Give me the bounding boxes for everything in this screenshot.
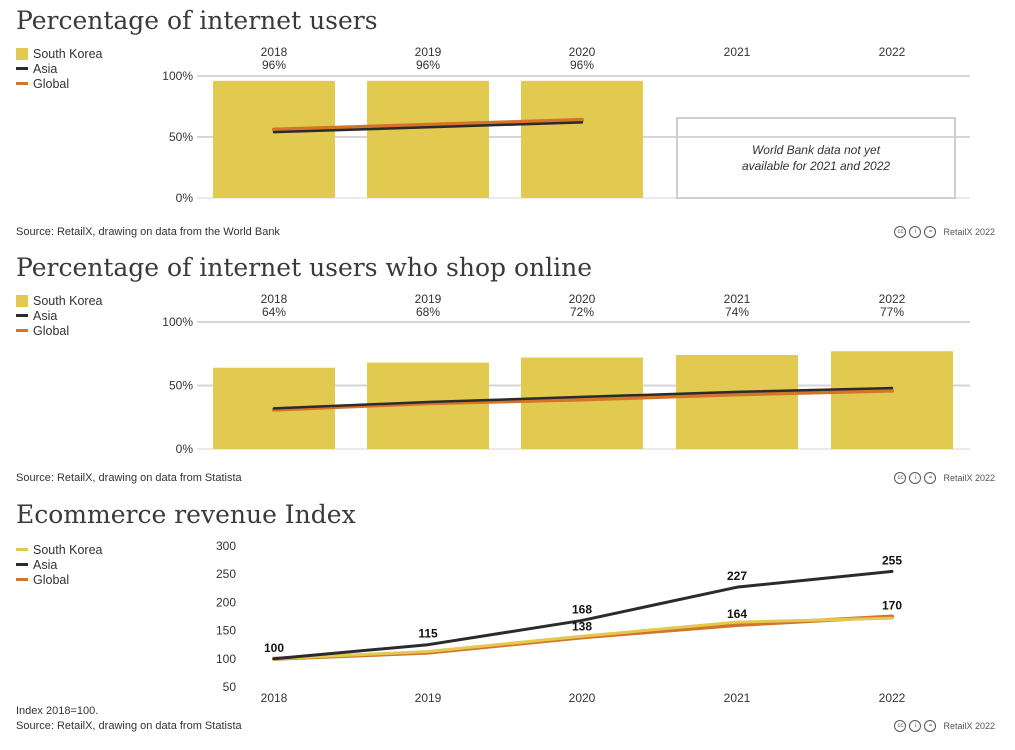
bar-south-korea [521,358,643,449]
cc-icon: cc [894,472,906,484]
data-label: 100 [264,641,284,655]
y-tick-label: 100 [216,652,236,666]
x-category-label: 2022 [879,691,906,705]
y-tick-label: 200 [216,595,236,609]
bar-south-korea [213,81,335,198]
chart1-title: Percentage of internet users [16,6,378,35]
x-category-label: 2021 [724,292,751,306]
x-category-label: 2022 [879,292,906,306]
noderivs-icon: = [924,226,936,238]
chart3-footnote: Index 2018=100. [16,705,98,717]
attribution-icon: i [909,226,921,238]
data-label: 255 [882,553,902,567]
chart2-source: Source: RetailX, drawing on data from St… [16,472,242,484]
data-label: 138 [572,619,592,633]
data-label: 227 [727,569,747,583]
y-tick-label: 0% [176,442,194,456]
y-tick-label: 50 [223,680,237,694]
y-tick-label: 300 [216,539,236,553]
data-label: 164 [727,607,747,621]
y-tick-label: 100% [162,315,193,329]
bar-south-korea [831,351,953,449]
chart3-title: Ecommerce revenue Index [16,500,356,529]
data-label: 96% [570,58,594,72]
x-category-label: 2020 [569,691,596,705]
x-category-label: 2018 [261,45,288,59]
y-tick-label: 100% [162,69,193,83]
credit-text: RetailX 2022 [943,227,995,237]
chart3-source: Source: RetailX, drawing on data from St… [16,720,242,732]
x-category-label: 2022 [879,45,906,59]
y-tick-label: 250 [216,567,236,581]
chart3-plot: 50 100 150 200 250 300 2018 2019 2020 2021 2022 100… [0,535,1015,710]
x-category-label: 2019 [415,45,442,59]
data-label: 96% [262,58,286,72]
noderivs-icon: = [924,720,936,732]
credit-text: RetailX 2022 [943,721,995,731]
x-category-label: 2020 [569,292,596,306]
data-label: 77% [880,305,904,319]
x-category-label: 2018 [261,691,288,705]
noderivs-icon: = [924,472,936,484]
chart1-credit: cc i = RetailX 2022 [894,226,995,238]
x-category-label: 2018 [261,292,288,306]
bar-south-korea [521,81,643,198]
x-category-label: 2021 [724,691,751,705]
data-label: 96% [416,58,440,72]
data-label: 64% [262,305,286,319]
chart1-plot: 0%50%100%201896%201996%202096%2021 2022Wo… [0,40,1015,210]
data-label: 168 [572,602,592,616]
note-box [677,118,955,198]
data-label: 74% [725,305,749,319]
data-label: 115 [418,627,438,641]
cc-icon: cc [894,226,906,238]
bar-south-korea [676,355,798,449]
y-tick-label: 50% [169,379,193,393]
attribution-icon: i [909,472,921,484]
chart2-credit: cc i = RetailX 2022 [894,472,995,484]
x-category-label: 2019 [415,292,442,306]
bar-south-korea [367,81,489,198]
x-category-label: 2019 [415,691,442,705]
y-tick-label: 50% [169,130,193,144]
x-category-label: 2020 [569,45,596,59]
data-label: 72% [570,305,594,319]
chart1-source: Source: RetailX, drawing on data from th… [16,226,280,238]
credit-text: RetailX 2022 [943,473,995,483]
chart2-title: Percentage of internet users who shop on… [16,253,592,282]
note-text: available for 2021 and 2022 [742,159,890,173]
data-label: 68% [416,305,440,319]
attribution-icon: i [909,720,921,732]
data-label: 170 [882,599,902,613]
cc-icon: cc [894,720,906,732]
y-tick-label: 150 [216,624,236,638]
x-category-label: 2021 [724,45,751,59]
note-text: World Bank data not yet [752,143,881,157]
chart3-credit: cc i = RetailX 2022 [894,720,995,732]
y-tick-label: 0% [176,191,194,205]
